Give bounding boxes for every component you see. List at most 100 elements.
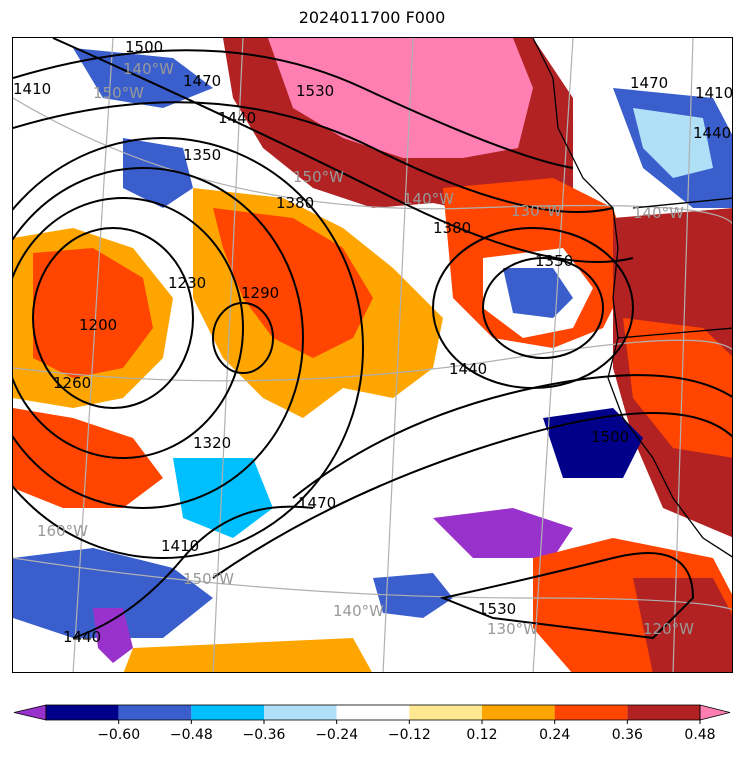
contour-layer (13, 38, 732, 640)
colorbar-segment (627, 705, 700, 720)
map-canvas: 1500 1470 1440 1410 1350 1380 1530 1230 … (13, 38, 733, 672)
shade-region-purple-se (433, 508, 573, 558)
shade-region-lightblue-south (173, 458, 273, 538)
colorbar-segment (191, 705, 264, 720)
contour-line (52, 38, 634, 263)
contour-label: 1230 (168, 274, 206, 292)
coastline-line (617, 327, 732, 339)
contour-label: 1470 (630, 74, 668, 92)
contour-line (13, 137, 364, 559)
colorbar-extend-max (699, 704, 731, 721)
graticule-line (72, 38, 114, 672)
graticule-label: 150°W (293, 168, 344, 186)
contour-label: 1440 (63, 628, 101, 646)
shade-region-blue-se1 (543, 408, 643, 478)
colorbar-segments (13, 704, 731, 721)
contour-label: 1320 (193, 434, 231, 452)
contour-label: 1530 (296, 82, 334, 100)
shaded-field-layer (13, 38, 732, 672)
contour-line (13, 101, 614, 213)
contour-label-layer: 1500 1470 1440 1410 1350 1380 1530 1230 … (13, 38, 733, 646)
map-title: 2024011700 F000 (298, 8, 446, 27)
contour-label: 1410 (161, 537, 199, 555)
contour-line (13, 197, 244, 459)
coastline-layer (532, 38, 732, 558)
contour-line (32, 227, 194, 409)
shade-region-blue-east (503, 268, 573, 318)
contour-label: 1410 (13, 80, 51, 98)
coastline-line (632, 197, 732, 209)
shade-region-blue-sw (13, 548, 213, 638)
contour-label: 1440 (693, 124, 731, 142)
shade-region-orange-south (123, 638, 372, 672)
shade-region-darkred-se (633, 578, 732, 672)
colorbar-segment (554, 705, 628, 720)
shade-region-blue-nw (123, 138, 193, 208)
colorbar-tick-label: −0.48 (170, 727, 213, 743)
coastline-line (532, 38, 732, 558)
contour-label: 1350 (535, 252, 573, 270)
graticule-label: 150°W (93, 84, 144, 102)
shade-region-lightblue-ne (633, 108, 713, 178)
colorbar-ticks: −0.60 −0.48 −0.36 −0.24 −0.12 0.12 0.24 0.36 0.4… (97, 720, 716, 743)
graticule-label: 160°W (37, 522, 88, 540)
colorbar-tick-label: 0.24 (539, 727, 570, 743)
colorbar-tick-label: −0.24 (315, 727, 358, 743)
colorbar: −0.60 −0.48 −0.36 −0.24 −0.12 0.12 0.24 0.36 0.4… (13, 704, 731, 743)
shade-region-red-central (213, 208, 373, 358)
contour-label: 1410 (695, 84, 733, 102)
graticule-label: 120°W (643, 620, 694, 638)
graticule-line (13, 339, 732, 382)
graticule-line (382, 38, 414, 672)
graticule-label: 140°W (123, 60, 174, 78)
contour-label: 1380 (433, 219, 471, 237)
shade-region-purple-sw (93, 608, 133, 663)
colorbar-tick-label: −0.36 (243, 727, 286, 743)
colorbar-segment (264, 705, 337, 720)
graticule-label: 140°W (333, 602, 384, 620)
graticule-line (212, 38, 244, 672)
colorbar-segment (118, 705, 192, 720)
colorbar-extend-min (13, 704, 47, 721)
colorbar-tick-label: −0.60 (97, 727, 140, 743)
graticule-line (13, 557, 732, 611)
graticule-label: 150°W (183, 570, 234, 588)
graticule-label: 130°W (487, 620, 538, 638)
contour-line (212, 412, 732, 579)
contour-label: 1500 (125, 38, 163, 56)
contour-label: 1530 (478, 600, 516, 618)
colorbar-segment (409, 705, 482, 720)
colorbar-outline (45, 704, 701, 721)
contour-label: 1440 (449, 360, 487, 378)
graticule-line (13, 97, 732, 225)
graticule-label: 140°W (633, 204, 684, 222)
contour-label: 1290 (241, 284, 279, 302)
contour-line (13, 49, 574, 169)
contour-line (439, 552, 695, 640)
contour-label: 1200 (79, 316, 117, 334)
contour-label: 1500 (591, 428, 629, 446)
contour-label: 1470 (183, 72, 221, 90)
contour-line (482, 257, 604, 359)
contour-line (212, 302, 274, 374)
contour-label: 1380 (276, 194, 314, 212)
contour-line (13, 167, 304, 509)
graticule-label-layer: 150°W 150°W 140°W 130°W 160°W 150°W 140°… (37, 60, 694, 638)
colorbar-tick-label: 0.48 (684, 727, 715, 743)
graticule-label: 130°W (511, 202, 562, 220)
shade-region-pink-north (268, 38, 533, 158)
shade-region-west-red (33, 248, 153, 378)
contour-line (72, 505, 314, 639)
colorbar-segment (482, 705, 555, 720)
colorbar-segment (336, 705, 410, 720)
map-panel: 1500 1470 1440 1410 1350 1380 1530 1230 … (12, 37, 733, 673)
contour-line (292, 374, 732, 499)
shade-region-east-coast-orange (623, 318, 732, 458)
contour-label: 1350 (183, 146, 221, 164)
colorbar-segment (46, 705, 119, 720)
shade-region-west-south (13, 408, 163, 508)
colorbar-tick-label: 0.12 (466, 727, 497, 743)
graticule-line (672, 38, 694, 672)
colorbar-tick-label: −0.12 (388, 727, 431, 743)
colorbar-tick-label: 0.36 (612, 727, 643, 743)
